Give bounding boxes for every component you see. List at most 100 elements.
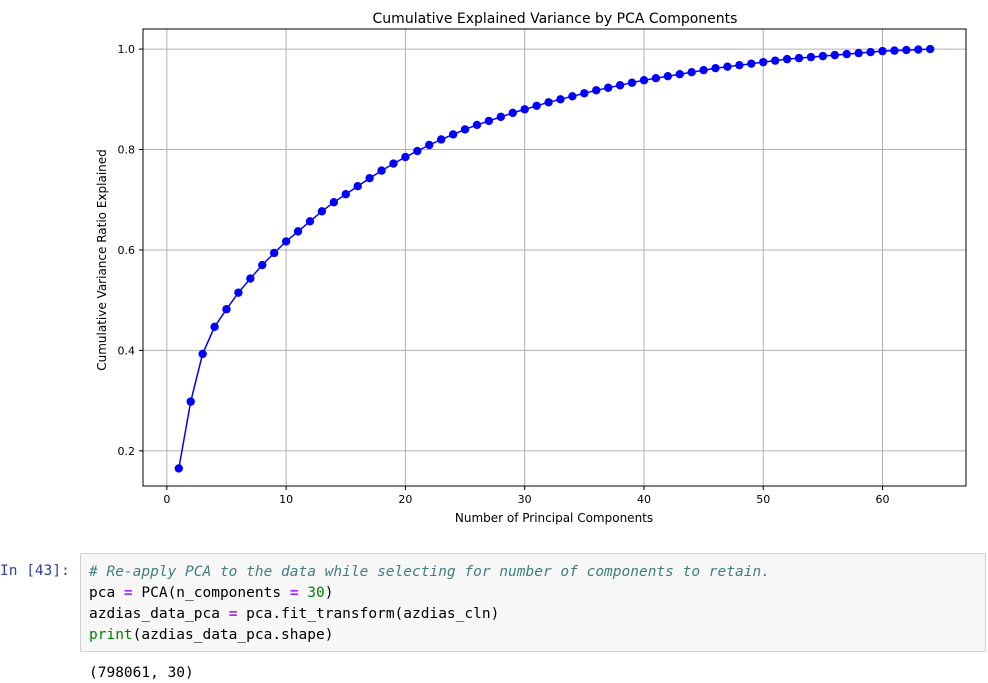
code-operator: = (289, 585, 299, 601)
data-point (329, 198, 339, 207)
data-point (353, 181, 362, 191)
y-axis-label: Cumulative Variance Ratio Explained (95, 149, 109, 371)
chart-grid (143, 29, 966, 486)
x-axis-label: Number of Principal Components (455, 511, 653, 525)
data-point (281, 237, 291, 246)
x-tick-label: 60 (876, 493, 890, 506)
data-point (317, 207, 327, 216)
data-point (496, 112, 506, 122)
data-point (747, 59, 756, 68)
code-editor[interactable]: # Re-apply PCA to the data while selecti… (80, 553, 986, 652)
code-number: 30 (307, 585, 325, 601)
data-point (305, 217, 315, 226)
code-line: # Re-apply PCA to the data while selecti… (89, 562, 977, 583)
pca-variance-chart: Cumulative Explained Variance by PCA Com… (95, 11, 967, 525)
data-point (603, 83, 613, 92)
x-tick-label: 0 (163, 493, 170, 506)
data-point (782, 54, 792, 64)
data-point (258, 260, 267, 270)
code-line: print(azdias_data_pca.shape) (89, 625, 977, 646)
data-point (234, 288, 243, 297)
y-tick-label: 0.4 (118, 344, 136, 357)
code-builtin: print (89, 627, 133, 643)
data-point (699, 65, 708, 75)
data-point (222, 305, 231, 314)
data-point (627, 78, 637, 87)
data-point (544, 98, 553, 107)
data-point (830, 50, 839, 60)
input-prompt: In [43]: (0, 563, 70, 579)
series-line (178, 48, 931, 469)
data-point (210, 322, 219, 332)
data-point (759, 57, 768, 67)
x-tick-label: 40 (637, 493, 651, 506)
data-point (926, 44, 935, 54)
data-point (902, 45, 911, 55)
x-tick-label: 20 (398, 493, 412, 506)
plot-frame (142, 28, 967, 487)
x-tick-label: 50 (756, 493, 770, 506)
data-point (794, 53, 804, 63)
data-point (639, 76, 649, 85)
data-point (341, 190, 350, 199)
series-points (174, 44, 935, 473)
data-point (270, 248, 279, 258)
y-tick-label: 0.8 (118, 144, 136, 157)
x-tick-label: 10 (279, 493, 293, 506)
code-text: pca (89, 585, 124, 601)
data-point (460, 125, 470, 134)
data-point (592, 86, 601, 95)
code-line: azdias_data_pca = pca.fit_transform(azdi… (89, 604, 977, 625)
data-point (687, 67, 696, 77)
data-point (508, 108, 517, 118)
data-point (651, 74, 661, 83)
code-text: azdias_data_pca (89, 606, 229, 622)
data-point (615, 81, 625, 90)
data-point (556, 95, 565, 104)
data-point (377, 166, 386, 175)
x-tick-label: 30 (518, 493, 532, 506)
data-point (246, 274, 255, 283)
data-point (854, 48, 863, 58)
chart-title: Cumulative Explained Variance by PCA Com… (373, 11, 738, 27)
code-text: pca.fit_transform(azdias_cln) (237, 606, 500, 622)
x-axis-ticks: 0 10 20 30 40 50 60 (163, 486, 890, 506)
data-point (818, 51, 828, 61)
cell-output: (798061, 30) (89, 665, 194, 681)
data-point (878, 46, 887, 56)
y-tick-label: 0.2 (118, 445, 136, 458)
code-text: (azdias_data_pca.shape) (132, 627, 334, 643)
data-point (866, 47, 875, 57)
data-point (568, 92, 577, 101)
data-point (806, 52, 816, 62)
data-point (365, 173, 374, 183)
data-point (842, 49, 851, 59)
code-text: PCA(n_components (132, 585, 290, 601)
data-point (520, 105, 529, 114)
data-point (735, 60, 744, 70)
data-point (198, 349, 207, 359)
data-point (711, 63, 720, 73)
data-point (675, 69, 684, 79)
data-point (425, 140, 434, 150)
data-point (723, 62, 732, 71)
y-axis-ticks: 0.2 0.4 0.6 0.8 1.0 (118, 43, 143, 458)
data-point (389, 159, 398, 168)
data-point (293, 227, 303, 236)
data-point (186, 397, 195, 406)
code-operator: = (228, 606, 238, 622)
data-point (532, 101, 541, 111)
code-text: ) (324, 585, 334, 601)
y-tick-label: 0.6 (118, 244, 136, 257)
data-point (472, 120, 482, 130)
data-point (484, 116, 494, 126)
data-point (914, 45, 923, 54)
data-point (448, 130, 458, 139)
data-point (174, 464, 183, 473)
data-point (436, 135, 446, 144)
code-line: pca = PCA(n_components = 30) (89, 583, 977, 604)
data-point (890, 46, 899, 55)
y-tick-label: 1.0 (118, 43, 136, 56)
data-point (663, 72, 673, 81)
data-point (401, 152, 410, 162)
